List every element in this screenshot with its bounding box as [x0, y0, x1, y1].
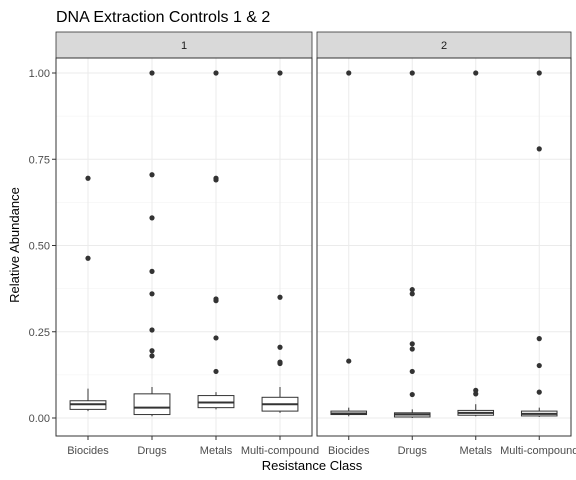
- outlier-point: [213, 335, 219, 341]
- y-tick-label: 0.25: [29, 327, 50, 339]
- outlier-point: [346, 358, 352, 364]
- outlier-point: [346, 70, 352, 76]
- outlier-point: [536, 362, 542, 369]
- y-axis-title: Relative Abundance: [7, 187, 22, 303]
- box-biocides: [330, 70, 368, 417]
- outlier-point: [277, 294, 283, 300]
- box-metals: [457, 70, 495, 417]
- outlier-point: [409, 368, 415, 375]
- outlier-point: [85, 255, 91, 261]
- outlier-point: [409, 391, 415, 398]
- chart-title: DNA Extraction Controls 1 & 2: [56, 9, 270, 26]
- outlier-point: [409, 341, 415, 347]
- outlier-point: [149, 215, 155, 221]
- y-tick-label: 0.00: [29, 413, 50, 425]
- x-tick-label: Metals: [460, 445, 493, 457]
- outlier-point: [536, 389, 542, 395]
- outlier-point: [536, 70, 542, 76]
- outlier-point: [409, 346, 415, 352]
- box-multi-compound: [520, 70, 558, 417]
- panel-background: [317, 58, 571, 436]
- outlier-point: [409, 70, 415, 76]
- x-tick-label: Multi-compound: [500, 445, 576, 457]
- outlier-point: [213, 175, 219, 181]
- panel-background: [56, 58, 312, 436]
- y-tick-label: 0.50: [29, 241, 50, 253]
- outlier-point: [149, 327, 155, 333]
- x-tick-label: Drugs: [398, 445, 428, 457]
- facet-strip-label: 2: [441, 40, 447, 52]
- outlier-point: [213, 296, 219, 302]
- outlier-point: [213, 70, 219, 76]
- facet-strip-label: 1: [181, 40, 187, 52]
- panel-border: [316, 57, 572, 437]
- box-multi-compound: [261, 70, 299, 413]
- outlier-point: [85, 175, 91, 181]
- outlier-point: [213, 368, 219, 375]
- outlier-point: [473, 70, 479, 76]
- outlier-point: [149, 291, 155, 297]
- outlier-point: [277, 70, 283, 76]
- box-drugs: [133, 70, 171, 417]
- box-drugs: [393, 70, 431, 418]
- x-tick-label: Biocides: [328, 445, 370, 457]
- outlier-point: [149, 353, 155, 359]
- outlier-point: [149, 172, 155, 178]
- outlier-point: [149, 70, 155, 76]
- box-iqr: [133, 393, 171, 416]
- y-tick-label: 0.75: [29, 154, 50, 166]
- panel-border: [55, 57, 313, 437]
- facet-strip: [55, 31, 313, 59]
- x-tick-label: Metals: [200, 445, 233, 457]
- outlier-point: [149, 348, 155, 354]
- facet-strip: [316, 31, 572, 59]
- outlier-point: [536, 336, 542, 342]
- x-tick-label: Multi-compound: [241, 445, 319, 457]
- facet-panel-2: 2 Biocides Drugs Metals Multi-compound: [316, 31, 576, 457]
- outlier-point: [536, 146, 542, 152]
- outlier-point: [409, 287, 415, 293]
- y-tick-label: 1.00: [29, 68, 50, 80]
- outlier-point: [277, 359, 283, 365]
- outlier-point: [409, 291, 415, 297]
- box-biocides: [69, 175, 107, 412]
- x-axis-title: Resistance Class: [262, 458, 363, 473]
- outlier-point: [149, 268, 155, 274]
- facet-panel-1: 1 Biocides Drugs Metals Multi-compound: [55, 31, 319, 457]
- x-tick-label: Biocides: [67, 445, 109, 457]
- outlier-point: [473, 387, 479, 393]
- outlier-point: [277, 344, 283, 350]
- box-metals: [197, 70, 235, 410]
- x-tick-label: Drugs: [137, 445, 167, 457]
